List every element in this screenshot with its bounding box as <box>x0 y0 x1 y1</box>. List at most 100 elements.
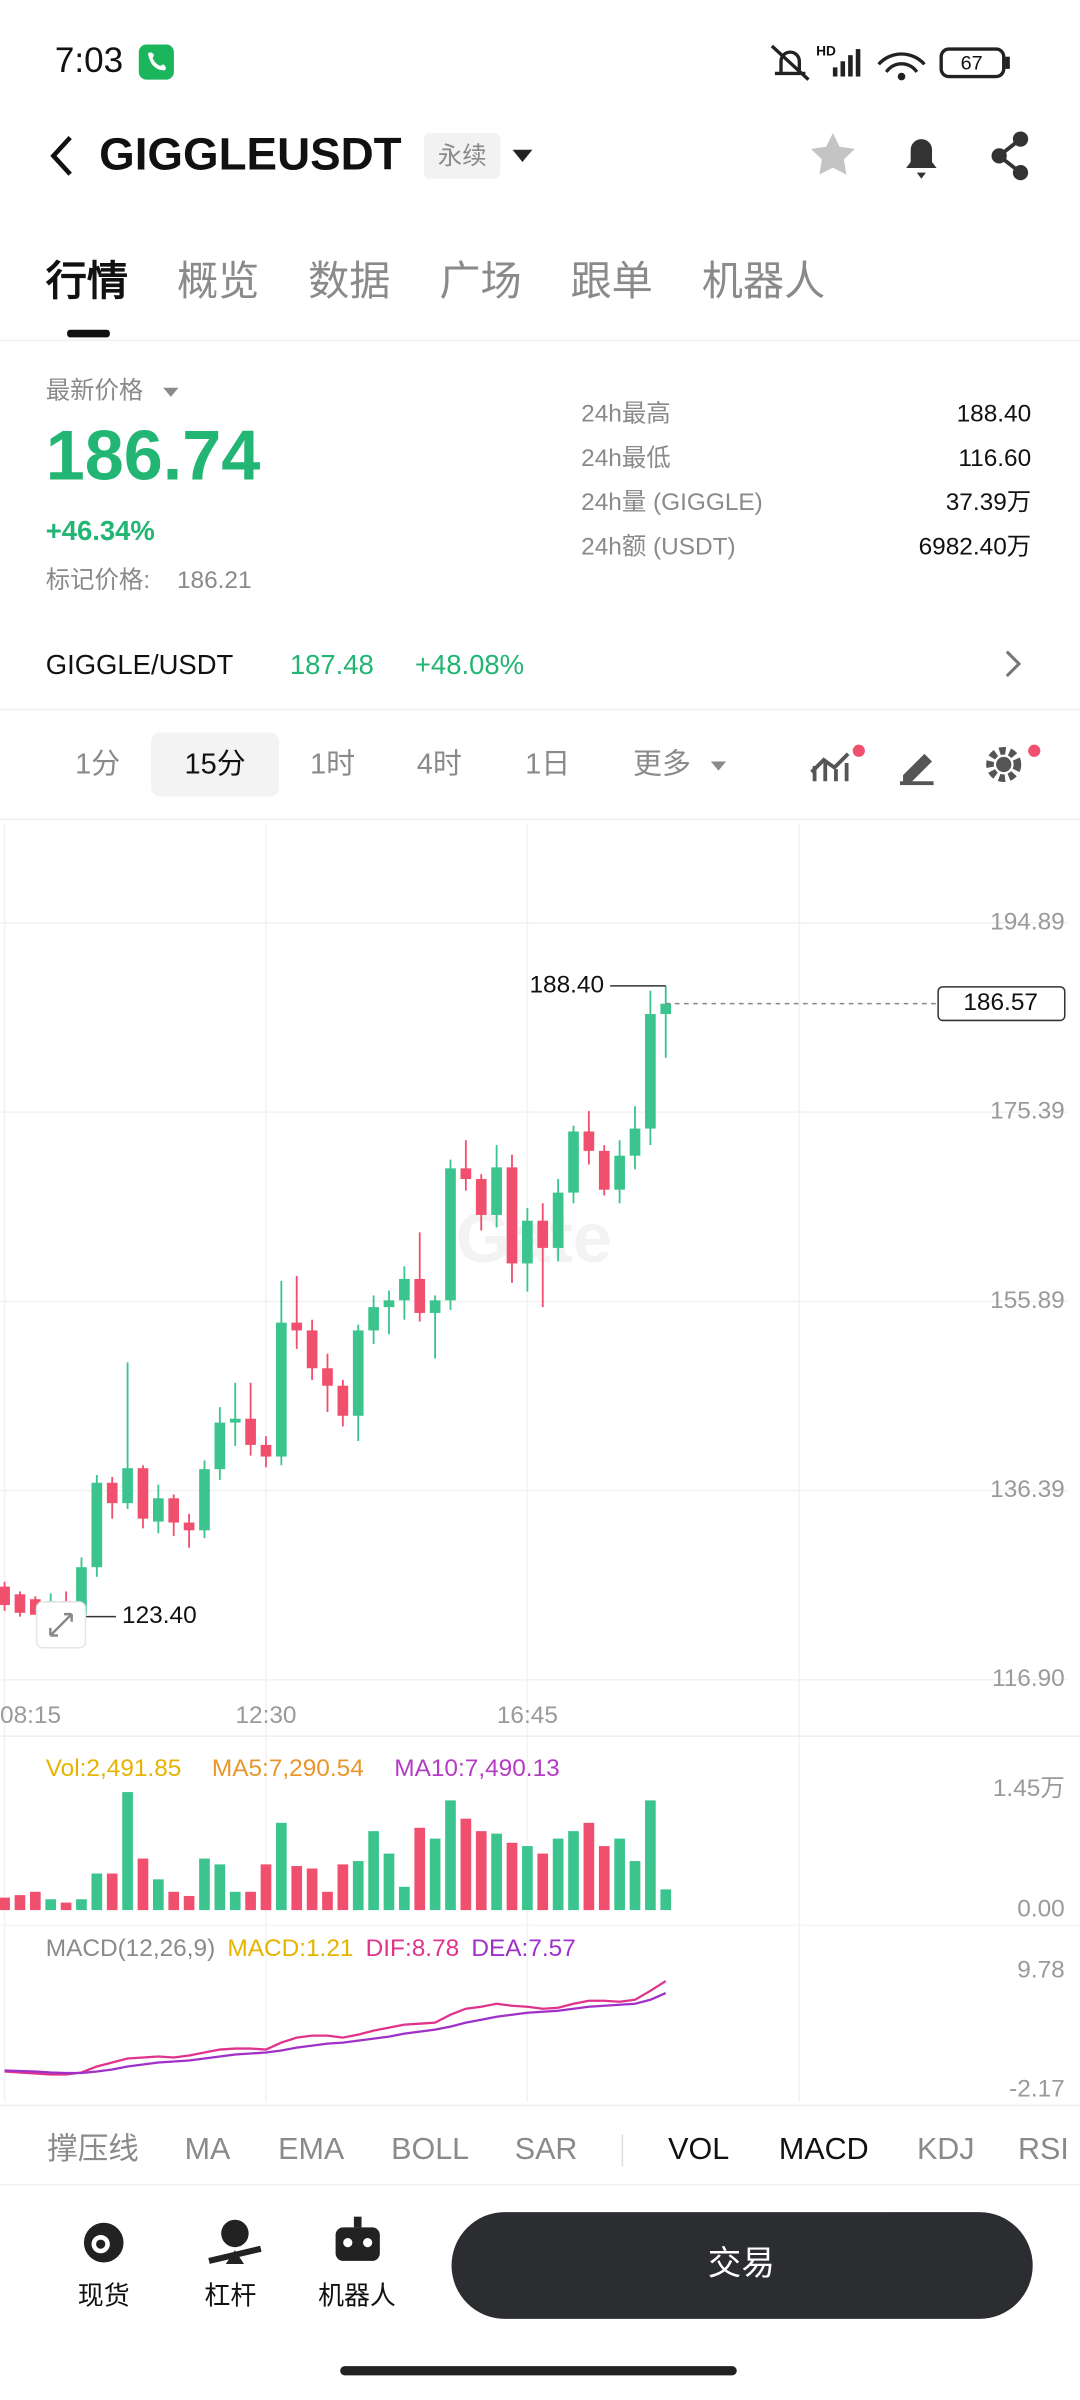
candle-body <box>645 1014 656 1129</box>
candle-body <box>229 1418 241 1423</box>
back-button[interactable] <box>50 135 72 176</box>
x-tick-label: 12:30 <box>235 1702 296 1729</box>
contract-badge: 永续 <box>438 143 487 170</box>
spot-pair[interactable]: GIGGLE/USDT <box>46 649 234 680</box>
volume-bar <box>260 1864 272 1911</box>
interval-option[interactable]: 1分 <box>75 749 120 781</box>
volume-bar <box>229 1891 241 1911</box>
candle-body <box>153 1498 164 1522</box>
indicator-tab[interactable]: RSI <box>1018 2132 1069 2166</box>
trade-button[interactable] <box>451 2212 1033 2319</box>
tab[interactable]: 数据 <box>308 258 390 304</box>
interval-option[interactable]: 1日 <box>525 749 570 781</box>
volume-bar <box>506 1842 518 1911</box>
volume-bar <box>352 1861 364 1911</box>
status-icons <box>770 44 1006 81</box>
tab-underline <box>67 329 110 338</box>
nav-label[interactable]: 杠杆 <box>204 2281 256 2310</box>
volume-bar <box>629 1861 641 1911</box>
candle-body <box>199 1469 210 1531</box>
indicator-tab[interactable]: MACD <box>779 2132 869 2166</box>
indicator-tab[interactable]: VOL <box>668 2132 729 2166</box>
macd-legend: MACD:1.21 <box>227 1935 353 1962</box>
interval-option[interactable]: 更多 <box>633 749 691 781</box>
candle-body <box>352 1330 364 1416</box>
macd-legend: DEA:7.57 <box>471 1935 575 1962</box>
alert-button[interactable] <box>906 139 937 179</box>
tab[interactable]: 行情 <box>46 258 128 304</box>
favorite-button[interactable] <box>810 132 855 175</box>
stat-value: 188.40 <box>957 401 1032 428</box>
more-dropdown[interactable] <box>710 761 727 771</box>
indicator-button[interactable] <box>810 744 865 782</box>
mark-price-label: 标记价格: <box>46 567 150 594</box>
price-change: +46.34% <box>46 515 155 546</box>
expand-glyph[interactable] <box>49 1612 73 1637</box>
leverage-icon[interactable] <box>208 2219 262 2264</box>
indicator-tab[interactable]: MA <box>185 2132 231 2166</box>
volume-bar <box>552 1838 564 1911</box>
candle-body <box>445 1168 456 1301</box>
candle-body <box>91 1482 103 1568</box>
volume-legend: MA10:7,490.13 <box>394 1755 559 1782</box>
tab[interactable]: 广场 <box>439 258 521 304</box>
candle-body <box>522 1220 533 1264</box>
volume-bar <box>475 1831 487 1911</box>
candle-body <box>429 1300 441 1313</box>
spot-icon[interactable] <box>83 2222 124 2263</box>
last-price-box <box>937 986 1066 1022</box>
interval-option[interactable]: 1时 <box>310 749 355 781</box>
macd-tick-label: 9.78 <box>1017 1957 1064 1984</box>
candle-body <box>614 1155 625 1190</box>
tab[interactable]: 机器人 <box>702 258 826 304</box>
candle-body <box>552 1192 564 1248</box>
symbol-dropdown[interactable] <box>512 149 533 162</box>
stat-label: 24h最低 <box>581 445 670 472</box>
tab[interactable]: 概览 <box>177 258 259 304</box>
trade-button-label[interactable]: 交易 <box>708 2244 775 2282</box>
volume-bar <box>445 1800 456 1911</box>
macd-tick-label: -2.17 <box>1009 2076 1065 2103</box>
network-label: HD <box>816 44 836 59</box>
stat-value: 37.39万 <box>946 489 1031 516</box>
indicator-tab[interactable]: KDJ <box>917 2132 975 2166</box>
indicator-tab[interactable]: EMA <box>278 2132 345 2166</box>
volume-bar <box>106 1873 118 1911</box>
volume-bar <box>383 1853 395 1911</box>
volume-bar <box>460 1818 472 1911</box>
candle-body <box>475 1179 487 1215</box>
indicator-tab[interactable]: BOLL <box>391 2132 469 2166</box>
volume-bar <box>368 1831 379 1911</box>
bot-icon[interactable] <box>335 2216 380 2261</box>
spot-chevron[interactable] <box>1005 650 1022 678</box>
signal-bars <box>832 49 1010 81</box>
share-button[interactable] <box>991 131 1029 181</box>
volume-bar <box>245 1891 256 1911</box>
last-price: 186.74 <box>46 415 261 494</box>
x-tick-label: 16:45 <box>497 1702 558 1729</box>
tab[interactable]: 跟单 <box>571 258 653 304</box>
stat-label: 24h最高 <box>581 401 670 428</box>
price-dropdown[interactable] <box>163 387 179 397</box>
candle-body <box>460 1168 472 1180</box>
volume-bar <box>153 1879 164 1911</box>
candle-body <box>491 1167 502 1215</box>
indicator-tab[interactable]: 撑压线 <box>47 2132 139 2166</box>
candle-body <box>537 1220 549 1248</box>
nav-label[interactable]: 现货 <box>78 2281 130 2310</box>
candle-body <box>137 1468 149 1519</box>
settings-button[interactable] <box>986 744 1041 783</box>
candle-body <box>629 1128 641 1156</box>
draw-button[interactable] <box>900 753 934 786</box>
interval-option[interactable]: 15分 <box>184 749 245 781</box>
volume-bar <box>122 1792 133 1911</box>
macd-line <box>4 1980 667 2076</box>
indicator-tab[interactable]: SAR <box>515 2132 578 2166</box>
spot-price: 187.48 <box>290 649 374 680</box>
volume-bar <box>29 1891 41 1911</box>
nav-label[interactable]: 机器人 <box>318 2281 396 2310</box>
candle-body <box>399 1278 410 1301</box>
volume-bar <box>660 1889 672 1911</box>
call-glyph <box>147 52 166 71</box>
interval-option[interactable]: 4时 <box>417 749 462 781</box>
